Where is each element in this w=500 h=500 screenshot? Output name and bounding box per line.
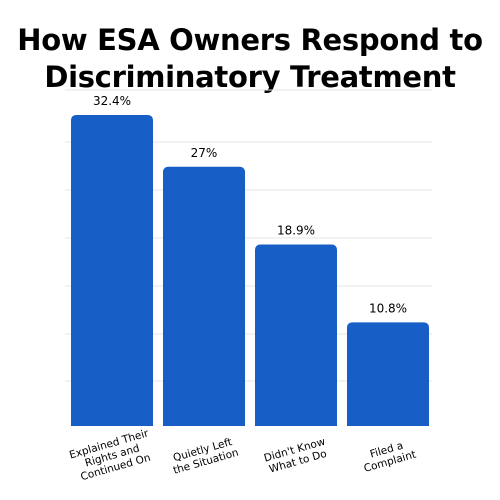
chart-title-line-2: Discriminatory Treatment [44,60,456,94]
data-label-3: 10.8% [369,301,407,315]
bar-base-3 [347,420,429,426]
bar-3 [347,322,429,426]
bar-1 [163,166,245,427]
bar-2 [255,244,337,426]
bar-base-0 [71,420,153,426]
data-label-1: 27% [191,146,218,160]
bar-base-1 [163,420,245,426]
data-label-0: 32.4% [93,94,131,108]
data-label-2: 18.9% [277,224,315,238]
bar-base-2 [255,420,337,426]
chart-title-line-1: How ESA Owners Respond to [17,23,483,57]
chart-title: How ESA Owners Respond to Discriminatory… [0,22,500,96]
bar-0 [71,114,153,427]
